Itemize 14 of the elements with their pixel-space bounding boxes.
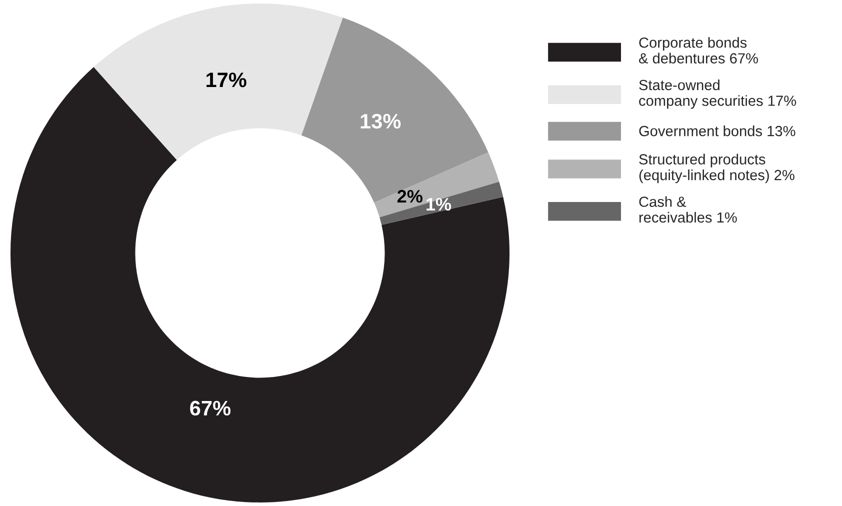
- donut-slice: [380, 182, 504, 225]
- donut-slice: [94, 4, 343, 160]
- data-label: 13%: [360, 114, 401, 129]
- data-label: 17%: [206, 72, 246, 88]
- data-label: 67%: [190, 400, 231, 416]
- legend-label: Corporate bonds & debentures 67%: [639, 37, 758, 64]
- legend-label: Government bonds 13%: [639, 126, 796, 136]
- donut-slice: [10, 67, 510, 503]
- legend-label: State-owned company securities 17%: [639, 80, 796, 109]
- donut-slice: [374, 152, 500, 218]
- legend-label: Structured products (equity-linked notes) 2%: [639, 154, 794, 184]
- data-label: 2%: [397, 190, 422, 203]
- legend-label: Cash & receivables 1%: [639, 196, 737, 223]
- data-label: 1%: [426, 198, 452, 211]
